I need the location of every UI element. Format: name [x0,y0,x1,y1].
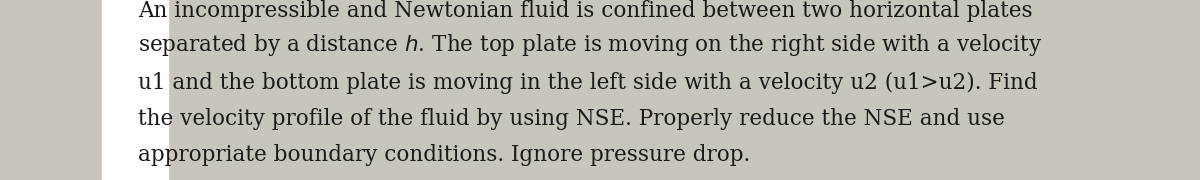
Bar [102,0,168,180]
Text: An incompressible and Newtonian fluid is confined between two horizontal plates: An incompressible and Newtonian fluid is… [138,0,1033,22]
Text: the velocity profile of the fluid by using NSE. Properly reduce the NSE and use: the velocity profile of the fluid by usi… [138,108,1004,130]
Text: u1 and the bottom plate is moving in the left side with a velocity u2 (u1>u2). F: u1 and the bottom plate is moving in the… [138,71,1038,94]
Text: separated by a distance $h$. The top plate is moving on the right side with a ve: separated by a distance $h$. The top pla… [138,32,1043,58]
Text: appropriate boundary conditions. Ignore pressure drop.: appropriate boundary conditions. Ignore … [138,144,750,166]
